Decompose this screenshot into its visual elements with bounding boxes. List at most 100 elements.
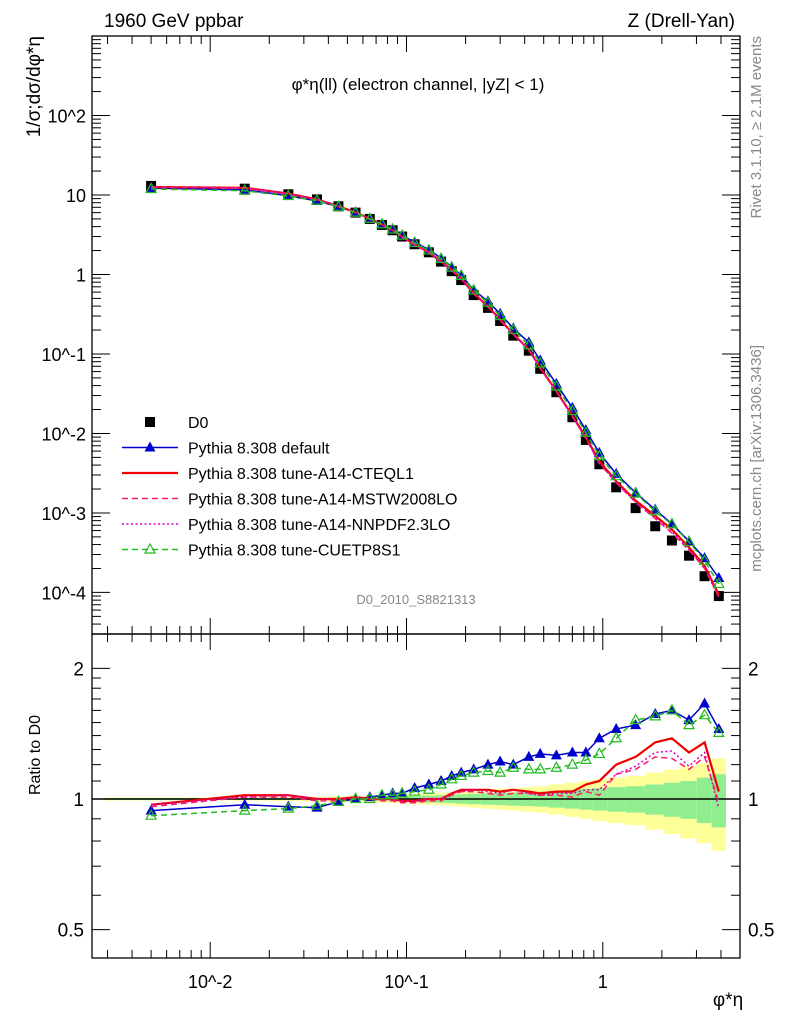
legend-marker [145, 417, 155, 427]
legend-entry: Pythia 8.308 tune-A14-NNPDF2.3LO [122, 517, 450, 534]
series-line [151, 186, 720, 599]
data-point [666, 517, 678, 528]
data-point [666, 535, 677, 546]
series-3 [151, 186, 720, 598]
ratio-point [494, 755, 506, 766]
ratio-point [649, 709, 662, 721]
ratio-point [593, 747, 606, 759]
data-point [435, 252, 448, 264]
data-point [494, 309, 507, 321]
series-5 [145, 182, 725, 589]
ratio-point [238, 803, 251, 815]
ratio-point [239, 798, 251, 809]
ratio-point [482, 758, 494, 769]
data-point [684, 550, 695, 561]
data-point [522, 338, 535, 350]
ratio-point [523, 750, 535, 761]
header-left: 1960 GeV ppbar [104, 11, 244, 32]
ratio-y-tick-label-left: 2 [73, 659, 84, 680]
analysis-id: D0_2010_S8821313 [356, 592, 475, 607]
x-tick-label: 1 [598, 972, 608, 992]
ratio-y-tick-label-left: 0.5 [58, 921, 84, 942]
y-tick-label: 10^2 [48, 106, 86, 126]
data-point [683, 535, 695, 546]
legend-label: Pythia 8.308 default [188, 441, 330, 458]
data-point [550, 379, 563, 391]
data-point [375, 217, 388, 229]
data-point [282, 189, 295, 201]
ratio-point [610, 722, 622, 733]
band-inner [711, 774, 726, 828]
ratio-point [481, 764, 494, 776]
legend-label: Pythia 8.308 tune-A14-CTEQL1 [188, 466, 414, 483]
legend-label: Pythia 8.308 tune-A14-NNPDF2.3LO [188, 517, 450, 534]
y-tick-label: 10^-4 [42, 583, 86, 603]
ratio-point [566, 757, 579, 769]
data-point [145, 182, 158, 194]
data-point [650, 521, 661, 532]
header-right: Z (Drell-Yan) [628, 11, 735, 32]
ratio-y-tick-label-left: 1 [73, 790, 84, 811]
data-point [579, 426, 592, 437]
band-inner [680, 781, 697, 819]
ratio-point [455, 769, 468, 781]
ratio-point [534, 747, 546, 758]
ratio-point [363, 792, 376, 804]
data-point [363, 212, 376, 224]
ratio-point [375, 788, 388, 800]
data-point [386, 222, 399, 234]
ratio-point [534, 762, 547, 774]
series-line [151, 186, 720, 598]
data-point [455, 269, 468, 280]
mcplots-text: mcplots.cern.ch [arXiv:1306.3436] [748, 345, 765, 572]
y-tick-label: 10 [66, 186, 86, 206]
data-point [566, 404, 579, 416]
ratio-point [282, 801, 295, 813]
main-title: φ*η(ll) (electron channel, |yZ| < 1) [292, 75, 545, 94]
legend-entry: Pythia 8.308 default [122, 441, 330, 458]
data-point [580, 434, 591, 445]
ratio-point [550, 761, 563, 772]
legend-entry: Pythia 8.308 tune-A14-MSTW2008LO [122, 492, 457, 509]
data-point [665, 517, 678, 529]
legend-entry: Pythia 8.308 tune-A14-CTEQL1 [122, 466, 414, 483]
y-tick-label: 10^-1 [42, 345, 86, 365]
ratio-point [522, 762, 535, 774]
ratio-point [445, 772, 458, 784]
main-plot-area [145, 180, 725, 602]
data-point [238, 184, 251, 195]
data-point [629, 486, 642, 498]
legend-label: D0 [188, 415, 209, 432]
ratio-point [579, 753, 592, 765]
ratio-point [610, 731, 623, 743]
ratio-series-4 [145, 703, 725, 820]
data-point [468, 290, 479, 301]
ratio-y-axis-label: Ratio to D0 [27, 715, 44, 795]
ratio-point [699, 697, 711, 708]
data-point [610, 469, 623, 481]
ratio-point [494, 765, 507, 777]
ratio-series-line [151, 755, 720, 808]
data-point [593, 449, 606, 461]
x-axis-label: φ*η [713, 990, 743, 1011]
data-point [507, 323, 520, 335]
x-tick-label: 10^-1 [384, 972, 428, 992]
data-point [310, 193, 324, 205]
ratio-point [408, 784, 421, 796]
x-tick-label: 10^-2 [188, 972, 232, 992]
data-point [467, 283, 480, 295]
band-inner [696, 777, 712, 824]
data-point [698, 554, 711, 565]
ratio-point [593, 732, 605, 743]
ratio-point [467, 765, 480, 777]
data-point [534, 356, 547, 368]
ratio-point [683, 718, 696, 730]
legend-marker [143, 542, 157, 554]
data-point [630, 503, 641, 514]
data-point [349, 205, 362, 217]
y-tick-label: 10^-2 [42, 424, 86, 444]
ratio-point [435, 777, 448, 789]
ratio-series-2 [151, 755, 720, 808]
ratio-point [310, 798, 324, 810]
